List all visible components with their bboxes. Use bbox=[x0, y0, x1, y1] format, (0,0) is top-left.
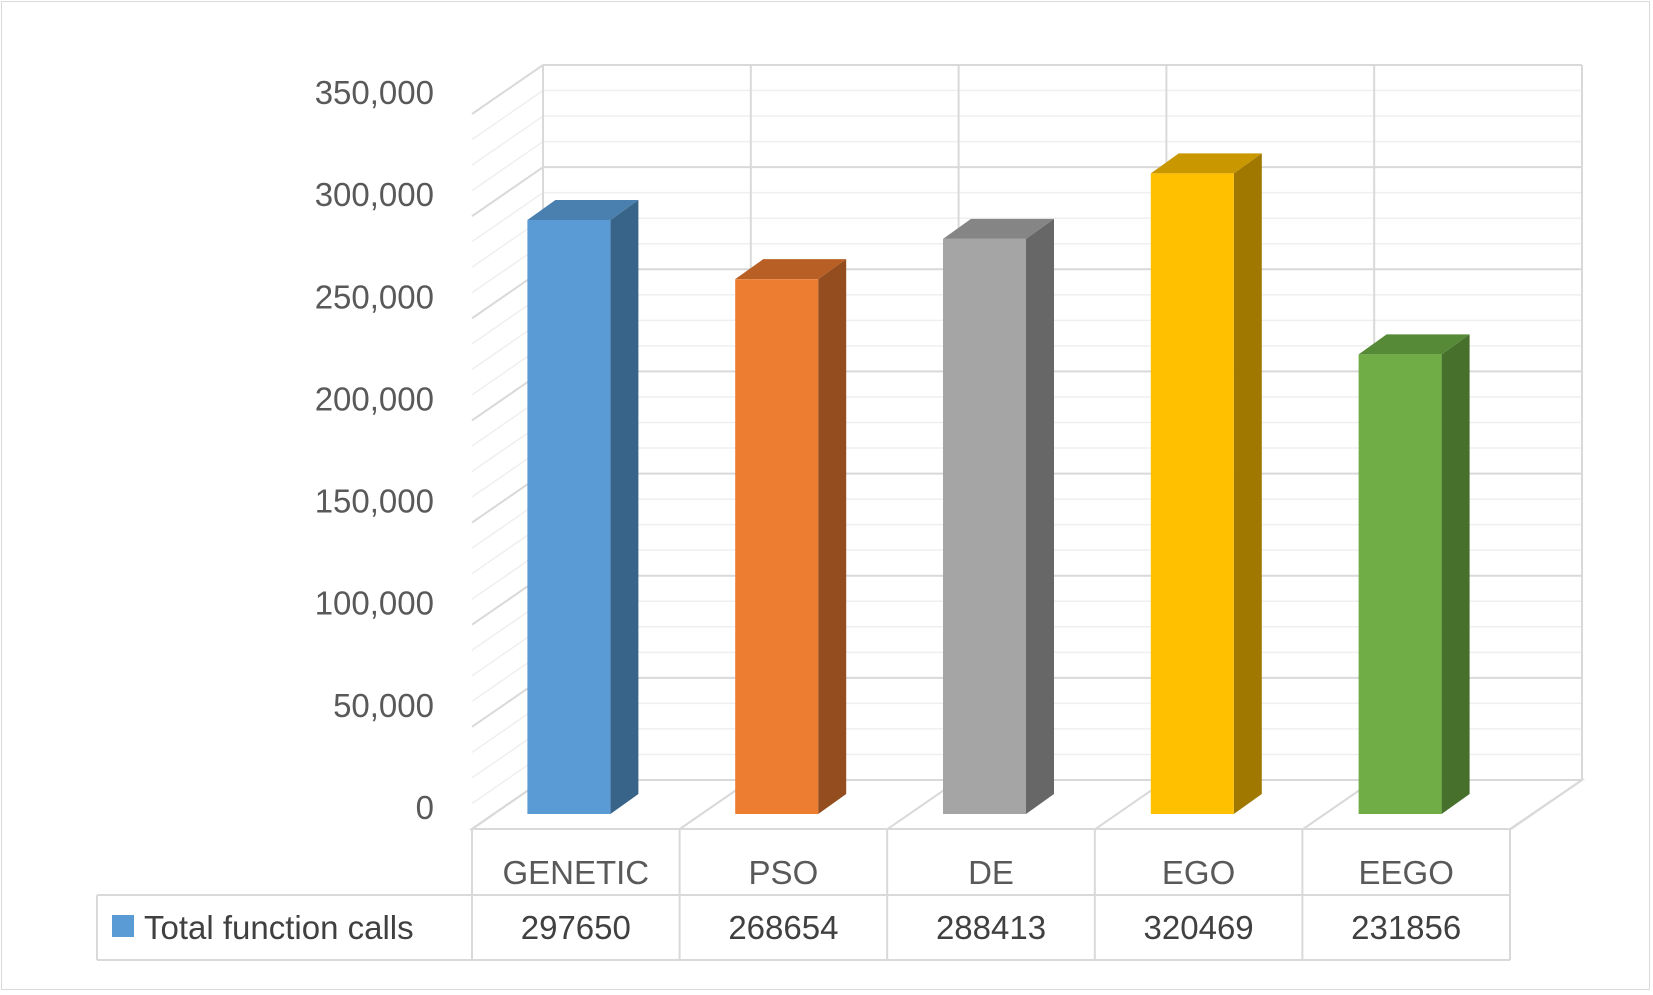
y-tick-label: 300,000 bbox=[315, 176, 434, 213]
major-gridline-side bbox=[471, 64, 544, 115]
bar-eego bbox=[1358, 354, 1442, 814]
x-category-label: EGO bbox=[1162, 854, 1235, 891]
legend-label: Total function calls bbox=[144, 909, 414, 946]
y-tick-label: 350,000 bbox=[315, 74, 434, 111]
minor-gridline-side bbox=[471, 140, 544, 192]
data-table-value: 268654 bbox=[728, 909, 838, 946]
minor-gridline-side bbox=[471, 115, 544, 166]
bar-side-genetic bbox=[610, 199, 639, 814]
bar-side-pso bbox=[818, 259, 847, 815]
y-tick-label: 0 bbox=[416, 789, 434, 826]
x-category-label: GENETIC bbox=[502, 854, 649, 891]
bar-top-ego bbox=[1150, 153, 1262, 174]
minor-gridline-side bbox=[471, 192, 544, 243]
bar-side-ego bbox=[1233, 153, 1262, 814]
bar-side-eego bbox=[1441, 334, 1470, 814]
bar-side-de bbox=[1026, 218, 1054, 814]
major-gridline-side bbox=[471, 166, 544, 217]
legend-swatch bbox=[112, 915, 134, 937]
x-category-label: DE bbox=[968, 854, 1014, 891]
bar-ego bbox=[1150, 173, 1234, 814]
bar-top-genetic bbox=[527, 199, 639, 220]
bar-top-de bbox=[943, 218, 1054, 239]
y-tick-label: 100,000 bbox=[315, 585, 434, 622]
minor-gridline-side bbox=[471, 89, 544, 141]
y-tick-label: 200,000 bbox=[315, 380, 434, 417]
data-table-value: 288413 bbox=[936, 909, 1046, 946]
bar-top-pso bbox=[735, 259, 847, 280]
bar-genetic bbox=[527, 219, 611, 814]
data-table-value: 231856 bbox=[1351, 909, 1461, 946]
data-table-value: 297650 bbox=[521, 909, 631, 946]
bar-top-eego bbox=[1358, 334, 1470, 355]
x-category-label: PSO bbox=[749, 854, 819, 891]
floor-divider bbox=[1510, 779, 1583, 830]
bar-pso bbox=[735, 279, 819, 815]
data-table-value: 320469 bbox=[1144, 909, 1254, 946]
y-tick-label: 250,000 bbox=[315, 278, 434, 315]
y-tick-label: 50,000 bbox=[333, 687, 434, 724]
x-category-label: EEGO bbox=[1359, 854, 1454, 891]
bar-de bbox=[943, 238, 1026, 814]
y-tick-label: 150,000 bbox=[315, 483, 434, 520]
